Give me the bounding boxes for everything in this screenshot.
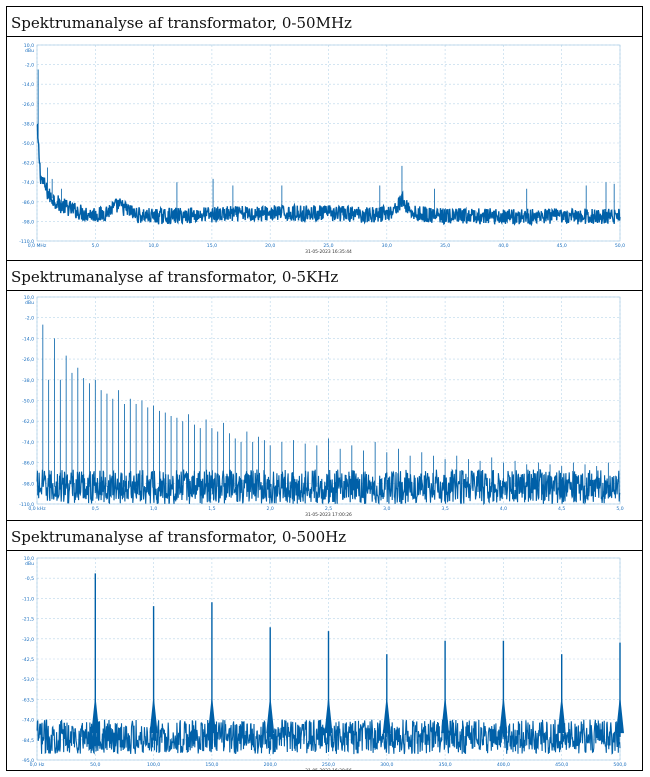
y-tick-label: -14,0 (22, 82, 34, 88)
spectrum-peak-base (207, 694, 216, 734)
y-tick-label: -50,0 (22, 141, 34, 147)
x-tick-label: 400,0 (497, 762, 510, 768)
x-tick-label: 4,0 (500, 506, 507, 512)
y-tick-label: -98,0 (22, 219, 34, 225)
x-tick-label: 2,5 (325, 506, 332, 512)
spectrum-trace (36, 468, 621, 506)
spectrum-peak-base (441, 694, 450, 734)
y-tick-label: -110,0 (19, 239, 34, 245)
x-tick-label: 25,0 (323, 243, 333, 249)
x-tick-label: 10,0 (148, 243, 158, 249)
y-tick-label: -11,0 (22, 596, 34, 602)
x-tick-label: 450,0 (555, 762, 568, 768)
spectrum-peak-base (382, 694, 391, 734)
y-tick-label: -86,0 (22, 200, 34, 206)
y-tick-label: -95,0 (22, 758, 34, 764)
y-tick-label: -32,0 (22, 637, 34, 643)
y-tick-label: 10,0 (24, 43, 34, 49)
timestamp-label: 31-05-2023 16:35:44 (305, 249, 352, 255)
y-tick-label: 10,0 (24, 556, 34, 562)
y-tick-label: -84,5 (22, 738, 34, 744)
panel-title-1: Spektrumanalyse af transformator, 0-50MH… (6, 6, 643, 37)
panel-title-2: Spektrumanalyse af transformator, 0-5KHz (6, 260, 643, 291)
x-tick-label: 0,0 MHz (28, 243, 47, 249)
x-tick-label: 50,0 (615, 243, 625, 249)
y-tick-label: -38,0 (22, 378, 34, 384)
x-tick-label: 2,0 (267, 506, 274, 512)
y-tick-label: -74,0 (22, 718, 34, 724)
y-tick-label: -50,0 (22, 399, 34, 405)
panel-title-3: Spektrumanalyse af transformator, 0-500H… (6, 520, 643, 551)
x-tick-label: 45,0 (557, 243, 567, 249)
x-tick-label: 300,0 (380, 762, 393, 768)
x-tick-label: 4,5 (558, 506, 565, 512)
y-tick-label: 10,0 (24, 295, 34, 301)
y-tick-label: -42,5 (22, 657, 34, 663)
x-tick-label: 20,0 (265, 243, 275, 249)
y-unit-label: dBu (25, 48, 34, 54)
y-unit-label: dBu (25, 561, 34, 567)
x-tick-label: 1,5 (208, 506, 215, 512)
spectrum-chart-3: 10,0 -0,5 -11,0 -21,5 -32,0 -42,5 -53,0 -63,5 -7… (22, 556, 627, 770)
y-tick-label: -21,5 (22, 617, 34, 623)
y-tick-label: -86,0 (22, 461, 34, 467)
x-tick-label: 30,0 (382, 243, 392, 249)
x-tick-label: 3,5 (441, 506, 448, 512)
spectrum-peak-base (266, 694, 275, 734)
timestamp-label: 31-05-2023 17:00:26 (305, 512, 352, 518)
y-tick-label: -26,0 (22, 102, 34, 108)
y-tick-label: -98,0 (22, 481, 34, 487)
y-tick-label: -14,0 (22, 336, 34, 342)
y-tick-label: -110,0 (19, 502, 34, 508)
x-tick-label: 150,0 (205, 762, 218, 768)
x-tick-label: 100,0 (147, 762, 160, 768)
y-tick-label: -74,0 (22, 180, 34, 186)
x-tick-label: 250,0 (322, 762, 335, 768)
y-tick-label: -2,0 (25, 316, 34, 322)
x-tick-label: 350,0 (439, 762, 452, 768)
x-tick-label: 0,0 Hz (30, 762, 45, 768)
x-tick-label: 200,0 (264, 762, 277, 768)
x-tick-label: 5,0 (616, 506, 623, 512)
x-tick-label: 0,5 (92, 506, 99, 512)
spectrum-trace (36, 719, 621, 755)
y-unit-label: dBu (25, 300, 34, 306)
spectrum-peak-base (616, 694, 624, 734)
plot-area (36, 296, 621, 505)
plot-area (36, 44, 621, 242)
x-tick-label: 40,0 (498, 243, 508, 249)
spectrum-peak-base (324, 694, 333, 734)
spectrum-trace (36, 123, 621, 227)
x-tick-label: 5,0 (92, 243, 99, 249)
spectrum-peak-base (91, 694, 100, 734)
y-tick-label: -26,0 (22, 357, 34, 363)
timestamp-label: 31-05-2023 16:38:56 (305, 768, 352, 770)
x-tick-label: 3,0 (383, 506, 390, 512)
x-tick-label: 1,0 (150, 506, 157, 512)
x-tick-label: 0,0 kHz (28, 506, 46, 512)
x-tick-label: 500,0 (613, 762, 626, 768)
y-tick-label: -63,5 (22, 697, 34, 703)
x-tick-label: 50,0 (90, 762, 100, 768)
x-tick-label: 15,0 (207, 243, 217, 249)
spectrum-chart-2: 10,0 -2,0 -14,0 -26,0 -38,0 -50,0 -62,0 -74,0 -8… (19, 295, 624, 518)
spectrum-peak-base (499, 694, 508, 734)
y-tick-label: -62,0 (22, 419, 34, 425)
y-tick-label: -0,5 (25, 576, 34, 582)
y-tick-label: -53,0 (22, 677, 34, 683)
spectrum-peak-base (149, 694, 158, 734)
spectrum-chart-1: 10,0 -2,0 -14,0 -26,0 -38,0 -50,0 -62,0 -74,0 -8… (19, 43, 625, 255)
spectrum-peak-base (557, 694, 566, 734)
y-tick-label: -62,0 (22, 161, 34, 167)
y-tick-label: -38,0 (22, 121, 34, 127)
x-tick-label: 35,0 (440, 243, 450, 249)
y-tick-label: -2,0 (25, 63, 34, 69)
y-tick-label: -74,0 (22, 440, 34, 446)
